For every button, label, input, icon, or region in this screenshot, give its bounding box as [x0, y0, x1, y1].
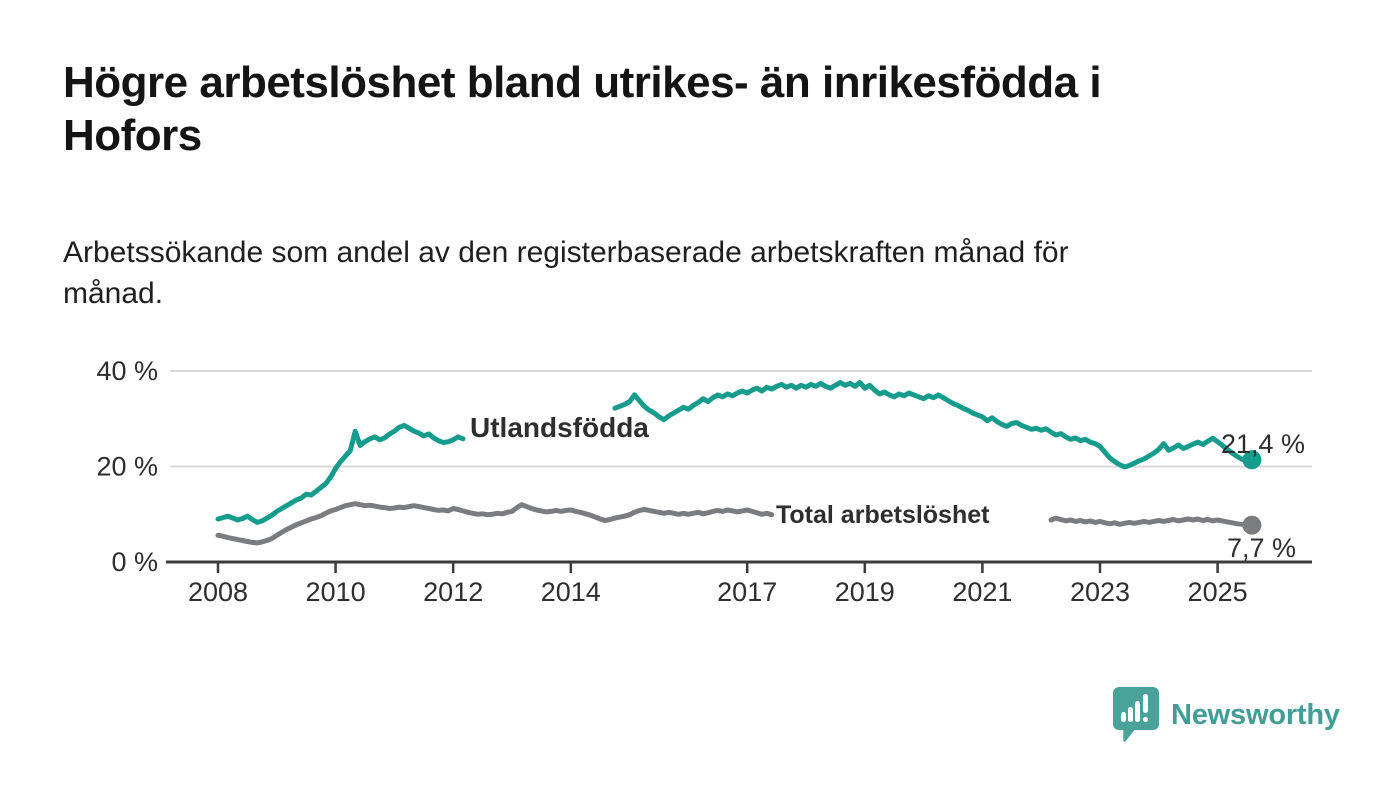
series-inline-label-utlandsfodda: Utlandsfödda [470, 412, 649, 443]
y-axis-label: 20 % [96, 452, 158, 482]
x-axis-label: 2014 [541, 577, 601, 607]
series-line-utlandsfodda [215, 422, 466, 525]
chart-title: Högre arbetslöshet bland utrikes- än inr… [63, 56, 1102, 162]
brand-name: Newsworthy [1171, 698, 1340, 731]
series-inline-label-total: Total arbetslöshet [776, 501, 990, 529]
x-axis-label: 2019 [835, 577, 895, 607]
x-axis-label: 2008 [188, 577, 248, 607]
y-axis-label: 40 % [96, 356, 158, 386]
chart-title-line-1: Högre arbetslöshet bland utrikes- än inr… [63, 58, 1102, 107]
newsworthy-logo-icon [1113, 687, 1159, 742]
x-axis-label: 2012 [423, 577, 483, 607]
chart-subtitle-line-1: Arbetssökande som andel av den registerb… [63, 236, 1069, 269]
series-line-utlandsfodda [612, 380, 1255, 470]
series-line-total [215, 501, 775, 546]
chart-subtitle: Arbetssökande som andel av den registerb… [63, 232, 1069, 314]
x-axis-label: 2023 [1070, 577, 1130, 607]
series-line-total [1048, 515, 1255, 528]
x-axis-label: 2017 [717, 577, 777, 607]
y-axis-label: 0 % [111, 547, 158, 577]
brand-footer: Newsworthy [1112, 686, 1340, 744]
series-end-dot-utlandsfodda [1242, 450, 1262, 470]
chart-subtitle-line-2: månad. [63, 277, 164, 310]
x-axis-label: 2025 [1188, 577, 1248, 607]
series-end-dot-total [1242, 515, 1262, 535]
chart-title-line-2: Hofors [63, 111, 202, 160]
x-axis-label: 2021 [952, 577, 1012, 607]
x-axis-label: 2010 [306, 577, 366, 607]
series-end-value-label-utlandsfodda: 21,4 % [1221, 429, 1305, 459]
series-end-value-label-total: 7,7 % [1227, 533, 1296, 563]
